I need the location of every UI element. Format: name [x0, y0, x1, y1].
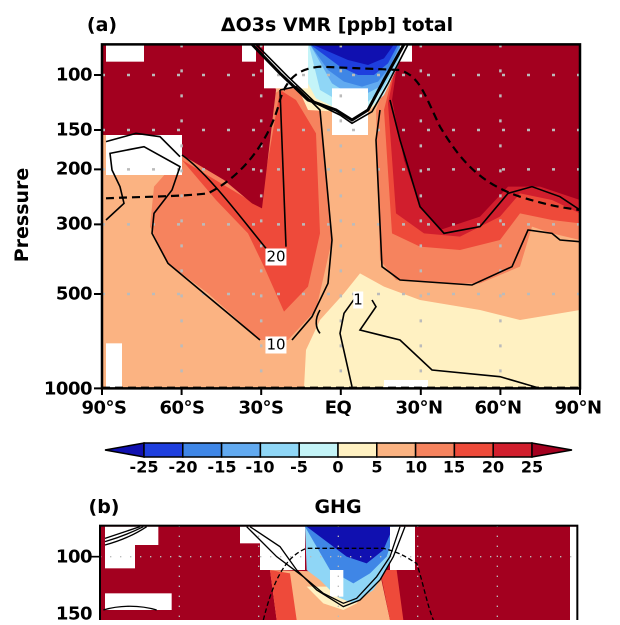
colorbar-label-neg15: -15 [207, 457, 237, 477]
panel-a-title: ΔO3s VMR [ppb] total [220, 14, 454, 36]
y-tick-500: 500 [55, 283, 93, 305]
colorbar-label-5: 5 [371, 457, 383, 477]
fill-gt25-south [102, 44, 276, 209]
fill-gt25-north [392, 44, 580, 230]
x-tick-30s: 30°S [238, 397, 284, 419]
colorbar-label-20: 20 [481, 457, 505, 477]
panel-a-label: (a) [86, 14, 118, 36]
panel-b-y-tick-150: 150 [55, 603, 93, 625]
x-tick-90n: 90°N [554, 397, 602, 419]
colorbar-label-neg20: -20 [168, 457, 198, 477]
colorbar-label-neg25: -25 [129, 457, 159, 477]
colorbar [104, 442, 573, 458]
tropopause-line [106, 67, 580, 210]
x-tick-60s: 60°S [159, 397, 205, 419]
contours [106, 44, 580, 388]
x-tick-60n: 60°N [474, 397, 522, 419]
contour-label-10: 10 [265, 335, 287, 354]
contour-label-1: 1 [353, 290, 363, 309]
panel-a-plot [94, 0, 620, 395]
axis-ticks [94, 75, 580, 395]
colorbar-label-25: 25 [520, 457, 544, 477]
colorbar-label-neg5: -5 [290, 457, 308, 477]
colorbar-label-neg10: -10 [245, 457, 275, 477]
colorbar-label-10: 10 [404, 457, 428, 477]
y-tick-300: 300 [55, 213, 93, 235]
fill-lt-neg25 [312, 44, 394, 65]
y-tick-200: 200 [55, 158, 93, 180]
panel-b-y-tick-100: 100 [55, 546, 93, 568]
missing-data [106, 45, 428, 389]
y-tick-1000: 1000 [43, 378, 93, 400]
x-tick-30n: 30°N [395, 397, 443, 419]
colorbar-label-15: 15 [442, 457, 466, 477]
colorbar-upper-extend [531, 442, 573, 458]
contour-label-20: 20 [265, 247, 287, 266]
panel-b-label: (b) [88, 496, 120, 518]
y-tick-150: 150 [55, 119, 93, 141]
x-tick-eq: EQ [324, 397, 352, 419]
panel-b-title: GHG [314, 496, 362, 518]
colorbar-label-0: 0 [332, 457, 344, 477]
y-tick-100: 100 [55, 64, 93, 86]
x-tick-90s: 90°S [81, 397, 127, 419]
panel-b-plot [90, 524, 579, 620]
